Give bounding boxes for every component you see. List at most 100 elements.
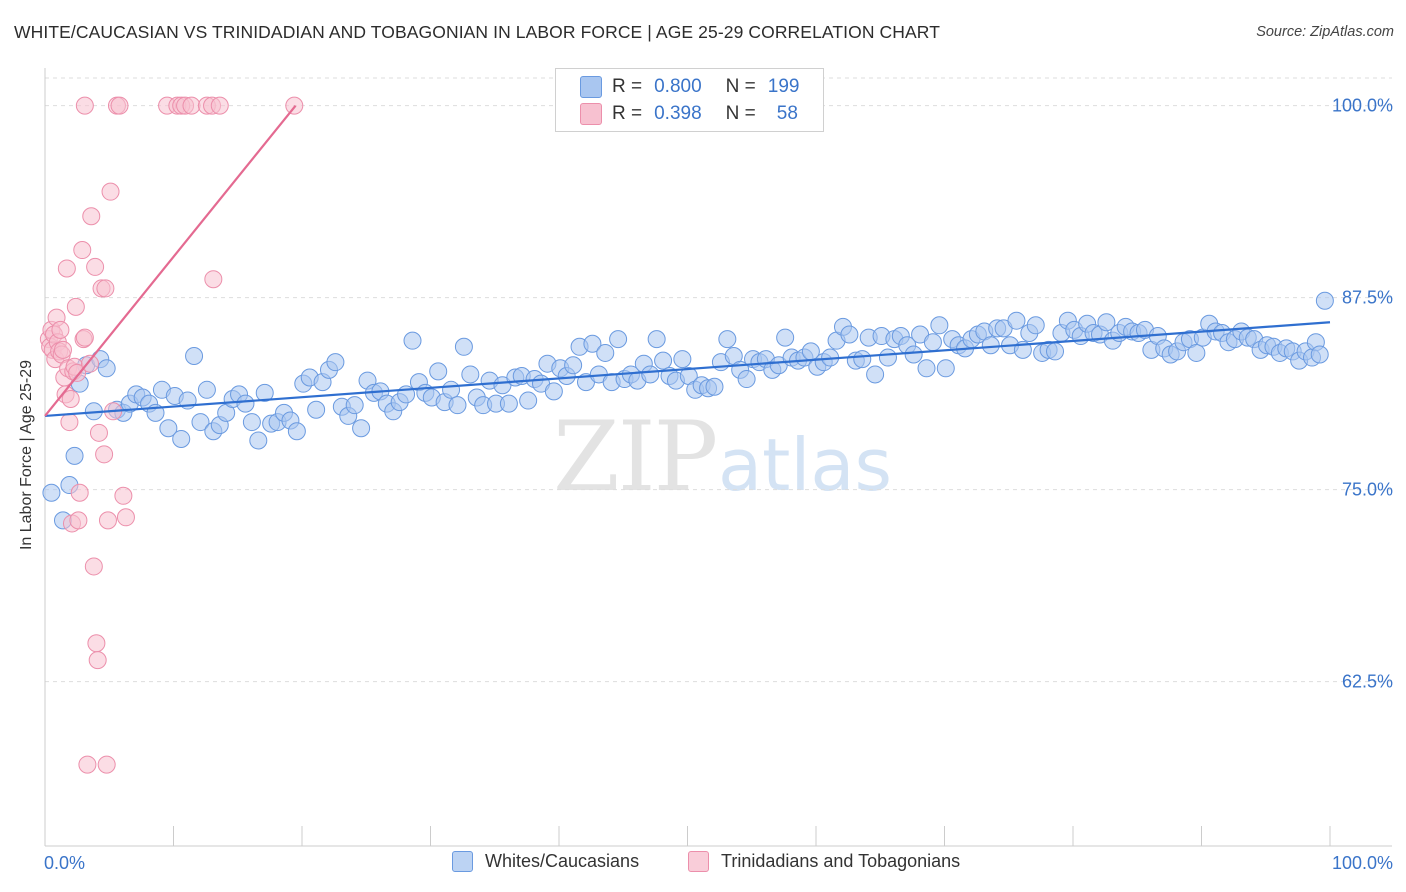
point-whites (159, 419, 178, 438)
r-label: R = (612, 76, 643, 97)
point-whites (519, 391, 538, 410)
point-whites (499, 394, 518, 413)
point-whites (185, 347, 204, 366)
point-whites (403, 331, 422, 350)
point-whites (583, 334, 602, 353)
point-trinidadians (70, 483, 89, 502)
x-tick-label: 100.0% (1332, 853, 1393, 873)
point-whites (564, 356, 583, 375)
point-trinidadians (101, 182, 120, 201)
point-whites (191, 413, 210, 432)
point-whites (172, 429, 191, 448)
point-trinidadians (51, 320, 70, 339)
legend-label-trinidadians: Trinidadians and Tobagonians (721, 851, 961, 871)
stats-legend-box: R = 0.800 N = 199 R = 0.398 N = 58 (555, 68, 824, 132)
point-whites (255, 383, 274, 402)
point-whites (609, 330, 628, 349)
point-whites (65, 446, 84, 465)
trendline-whites (44, 321, 1331, 418)
point-whites (866, 365, 885, 384)
r-label: R = (612, 103, 643, 124)
chart-title: WHITE/CAUCASIAN VS TRINIDADIAN AND TOBAG… (14, 22, 940, 42)
point-whites (878, 348, 897, 367)
watermark-zip: ZIP (553, 401, 716, 513)
point-trinidadians (86, 257, 105, 276)
stats-swatch-trinidadians (580, 103, 602, 125)
point-whites (596, 343, 615, 362)
y-tick-label: 75.0% (1342, 480, 1393, 500)
n-value: 58 (776, 103, 798, 124)
trendline-trinidadians (44, 104, 297, 417)
point-trinidadians (61, 390, 80, 409)
stats-row-trinidadians: R = 0.398 N = 58 (580, 101, 798, 127)
r-value: 0.800 (654, 76, 702, 97)
point-trinidadians (88, 651, 107, 670)
legend-swatch-trinidadians (688, 851, 709, 872)
point-whites (236, 394, 255, 413)
point-whites (904, 345, 923, 364)
point-whites (641, 365, 660, 384)
point-whites (673, 350, 692, 369)
point-whites (705, 377, 724, 396)
point-whites (249, 431, 268, 450)
point-whites (654, 351, 673, 370)
legend-item-trinidadians[interactable]: Trinidadians and Tobagonians (688, 851, 960, 872)
point-trinidadians (98, 511, 117, 530)
point-trinidadians (53, 340, 72, 359)
y-tick-label: 100.0% (1332, 96, 1393, 116)
point-trinidadians (78, 755, 97, 774)
point-whites (1007, 311, 1026, 330)
stats-row-whites: R = 0.800 N = 199 (580, 74, 799, 100)
y-tick-label: 87.5% (1342, 288, 1393, 308)
point-trinidadians (75, 328, 94, 347)
point-trinidadians (204, 270, 223, 289)
point-whites (840, 325, 859, 344)
point-whites (97, 359, 116, 378)
point-whites (454, 337, 473, 356)
point-whites (1187, 343, 1206, 362)
bottom-legend: Whites/Caucasians Trinidadians and Tobag… (0, 851, 1406, 879)
point-trinidadians (97, 755, 116, 774)
stats-swatch-whites (580, 76, 602, 98)
point-whites (1097, 313, 1116, 332)
point-trinidadians (116, 508, 135, 527)
point-whites (1026, 316, 1045, 335)
legend-swatch-whites (452, 851, 473, 872)
point-whites (287, 422, 306, 441)
point-trinidadians (75, 96, 94, 115)
point-whites (307, 400, 326, 419)
point-whites (1315, 291, 1334, 310)
point-trinidadians (95, 445, 114, 464)
point-whites (923, 333, 942, 352)
watermark-atlas: atlas (718, 423, 892, 507)
n-label: N = (725, 103, 756, 124)
point-trinidadians (84, 557, 103, 576)
point-whites (1310, 345, 1329, 364)
point-trinidadians (57, 259, 76, 278)
point-trinidadians (182, 96, 201, 115)
legend-label-whites: Whites/Caucasians (485, 851, 640, 871)
point-whites (776, 328, 795, 347)
point-whites (242, 413, 261, 432)
point-trinidadians (89, 423, 108, 442)
point-whites (853, 350, 872, 369)
point-whites (544, 382, 563, 401)
point-whites (429, 362, 448, 381)
point-trinidadians (82, 207, 101, 226)
point-trinidadians (73, 241, 92, 260)
r-value: 0.398 (654, 103, 702, 124)
legend-item-whites[interactable]: Whites/Caucasians (452, 851, 639, 872)
point-whites (930, 316, 949, 335)
point-whites (718, 330, 737, 349)
point-whites (981, 336, 1000, 355)
point-whites (647, 330, 666, 349)
point-trinidadians (60, 413, 79, 432)
x-tick-label: 0.0% (44, 853, 85, 873)
n-value: 199 (767, 76, 800, 97)
point-whites (352, 419, 371, 438)
point-trinidadians (210, 96, 229, 115)
point-whites (737, 370, 756, 389)
point-whites (461, 365, 480, 384)
point-whites (42, 483, 61, 502)
